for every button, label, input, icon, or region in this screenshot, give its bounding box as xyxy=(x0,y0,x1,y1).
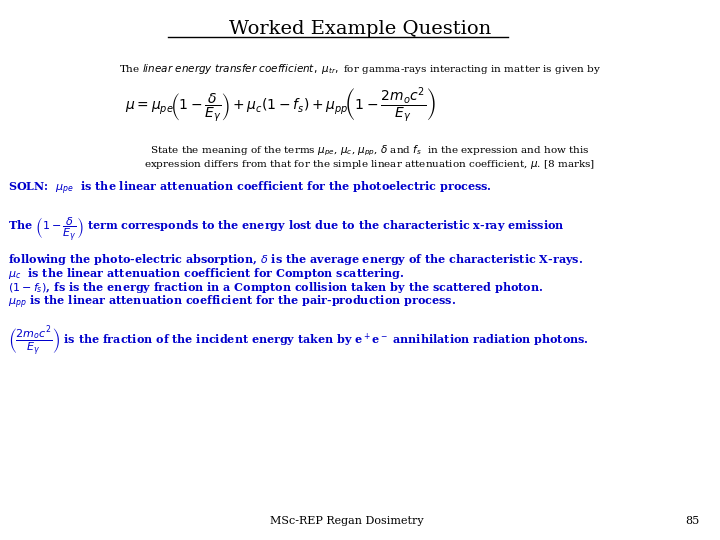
Text: The $\mathit{linear\ energy\ transfer\ coefficient,\ \mu_{tr},}$ for gamma-rays : The $\mathit{linear\ energy\ transfer\ c… xyxy=(119,62,601,76)
Text: expression differs from that for the simple linear attenuation coefficient, $\mu: expression differs from that for the sim… xyxy=(145,158,595,171)
Text: $\mu = \mu_{pe}\!\left(1-\dfrac{\delta}{E_\gamma}\right)+\mu_c(1-f_s)+\mu_{pp}\!: $\mu = \mu_{pe}\!\left(1-\dfrac{\delta}{… xyxy=(125,85,436,125)
Text: Worked Example Question: Worked Example Question xyxy=(229,20,491,38)
Text: MSc-REP Regan Dosimetry: MSc-REP Regan Dosimetry xyxy=(270,516,423,526)
Text: The $\left(1-\dfrac{\delta}{E_\gamma}\right)$ term corresponds to the energy los: The $\left(1-\dfrac{\delta}{E_\gamma}\ri… xyxy=(8,215,564,243)
Text: $(1-f_s)$, fs is the energy fraction in a Compton collision taken by the scatter: $(1-f_s)$, fs is the energy fraction in … xyxy=(8,280,544,295)
Text: $\mu_{pp}$ is the linear attenuation coefficient for the pair-production process: $\mu_{pp}$ is the linear attenuation coe… xyxy=(8,294,456,312)
Text: following the photo-electric absorption, $\delta$ is the average energy of the c: following the photo-electric absorption,… xyxy=(8,252,583,267)
Text: State the meaning of the terms $\mu_{pe}$, $\mu_c$, $\mu_{pp}$, $\delta$ and $f_: State the meaning of the terms $\mu_{pe}… xyxy=(150,144,590,158)
Text: SOLN:  $\mu_{pe}$  is the linear attenuation coefficient for the photoelectric p: SOLN: $\mu_{pe}$ is the linear attenuati… xyxy=(8,180,492,198)
Text: $\left(\dfrac{2m_o c^2}{E_\gamma}\right)$ is the fraction of the incident energy: $\left(\dfrac{2m_o c^2}{E_\gamma}\right)… xyxy=(8,325,589,359)
Text: $\mu_c$  is the linear attenuation coefficient for Compton scattering.: $\mu_c$ is the linear attenuation coeffi… xyxy=(8,266,405,281)
Text: 85: 85 xyxy=(685,516,700,526)
